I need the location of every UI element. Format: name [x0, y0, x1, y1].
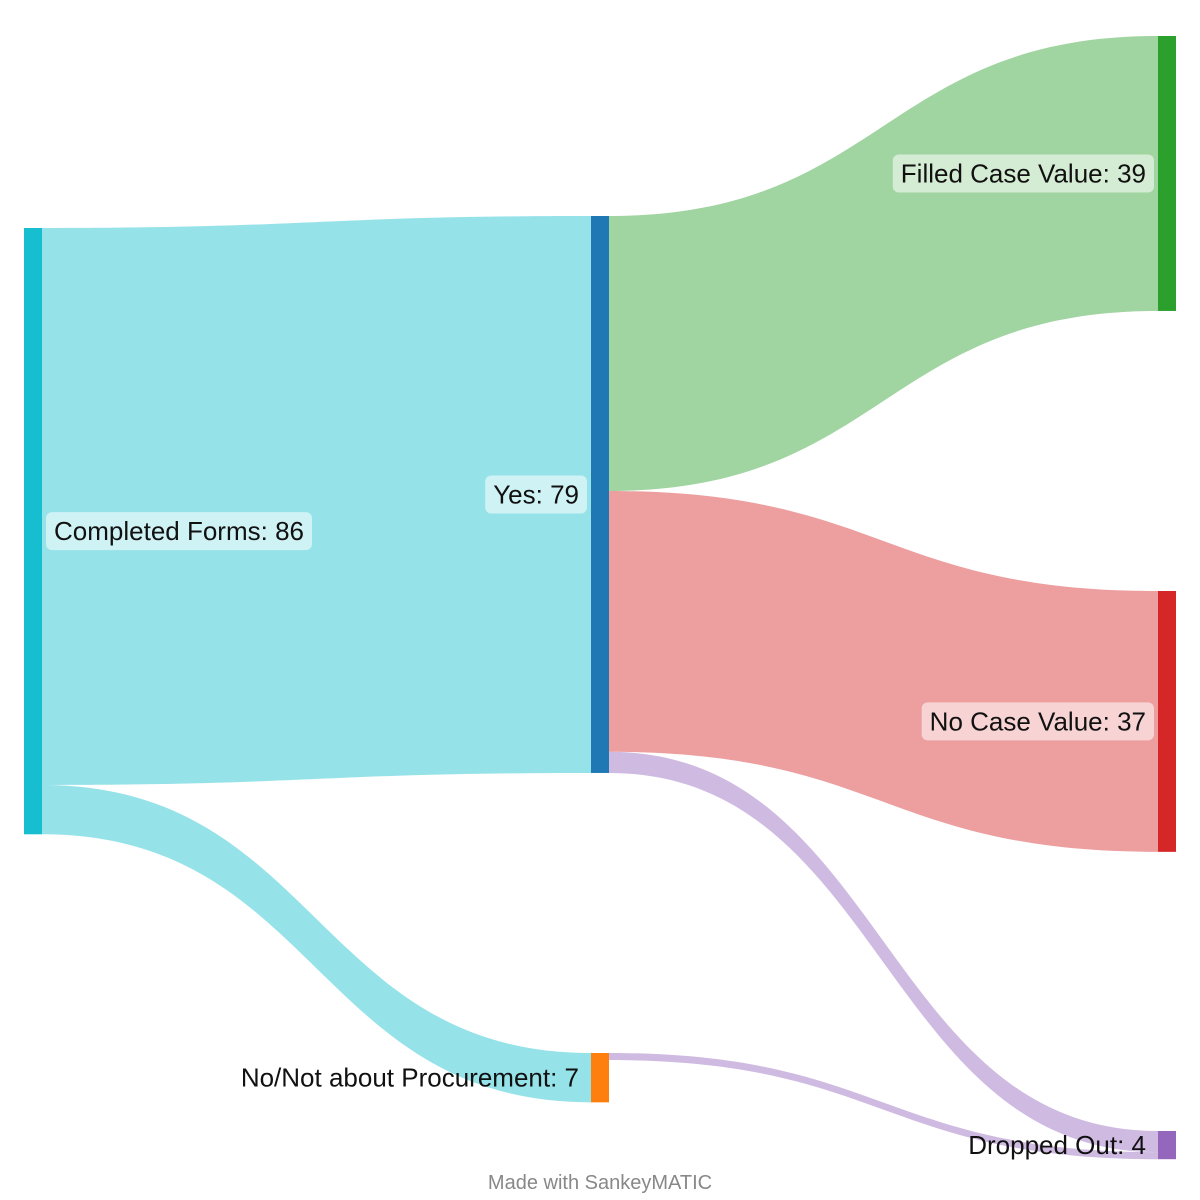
node-label-no: No/Not about Procurement: 7	[241, 1063, 579, 1093]
node-yes	[591, 216, 609, 773]
node-label-text-completed: Completed Forms: 86	[54, 516, 304, 546]
nodes-layer	[24, 36, 1176, 1160]
node-no	[591, 1053, 609, 1103]
node-label-text-dropped: Dropped Out: 4	[968, 1130, 1146, 1160]
node-label-bg-completed	[46, 512, 312, 551]
node-nocase	[1158, 591, 1176, 852]
node-label-text-nocase: No Case Value: 37	[930, 706, 1146, 736]
link-yes-to-dropped	[609, 751, 1158, 1153]
node-label-text-no: No/Not about Procurement: 7	[241, 1063, 579, 1093]
node-label-bg-yes	[485, 475, 587, 514]
node-label-dropped: Dropped Out: 4	[968, 1130, 1146, 1160]
labels-layer: Completed Forms: 86 Yes: 79 No/Not about P…	[46, 154, 1154, 1160]
node-label-bg-nocase	[921, 702, 1154, 741]
node-label-yes: Yes: 79	[485, 475, 587, 514]
node-filled	[1158, 36, 1176, 311]
link-completed-to-no	[42, 784, 591, 1103]
node-completed	[24, 228, 42, 835]
link-completed-to-yes	[42, 216, 591, 785]
node-label-text-yes: Yes: 79	[493, 479, 579, 509]
node-label-bg-filled	[892, 154, 1154, 193]
link-yes-to-nocase	[609, 490, 1158, 852]
link-no-to-dropped	[609, 1053, 1158, 1160]
node-label-nocase: No Case Value: 37	[921, 702, 1154, 741]
node-label-completed: Completed Forms: 86	[46, 512, 312, 551]
node-dropped	[1158, 1131, 1176, 1160]
footer-credit: Made with SankeyMATIC	[488, 1172, 712, 1194]
links-layer	[42, 36, 1158, 1160]
node-label-text-filled: Filled Case Value: 39	[901, 158, 1146, 188]
node-label-filled: Filled Case Value: 39	[892, 154, 1154, 193]
link-yes-to-filled	[609, 36, 1158, 491]
